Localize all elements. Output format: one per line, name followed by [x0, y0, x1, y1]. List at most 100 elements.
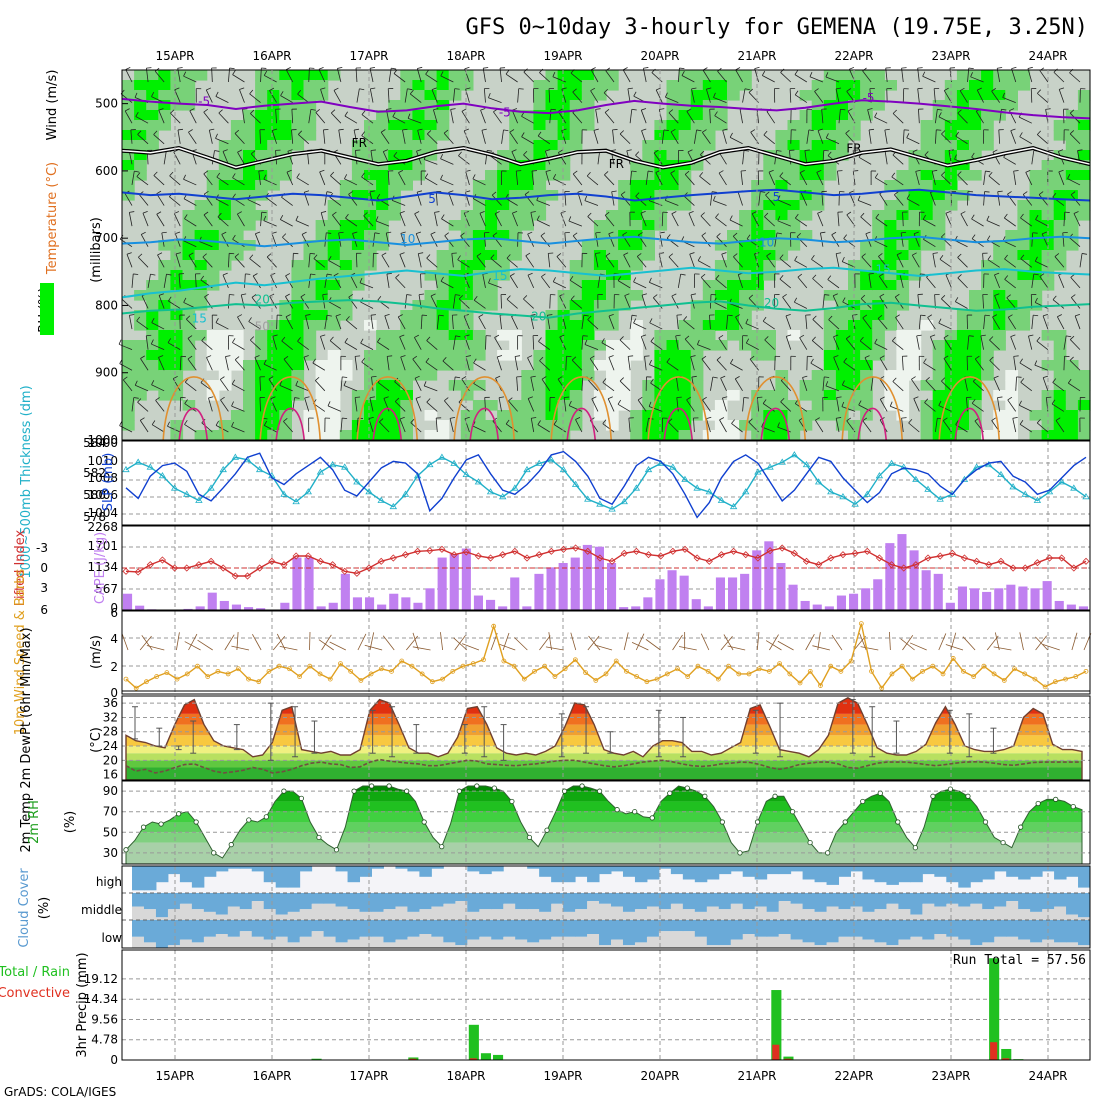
rh-cell [823, 120, 837, 131]
rh-cell [666, 110, 680, 121]
wind-barb-flag [836, 87, 842, 90]
wind-barb [862, 420, 872, 433]
wind-barb-flag [398, 170, 404, 174]
rh-cell [981, 360, 994, 371]
wind-barb-flag [697, 256, 702, 261]
rh-cell [134, 320, 147, 331]
rh-cell [666, 390, 680, 401]
wind-barb-flag [370, 87, 376, 90]
wind-barb [1004, 258, 1016, 268]
wind-barb [179, 356, 182, 371]
wind-barb-flag [913, 396, 919, 399]
rh-point [614, 807, 620, 813]
wind-barb-flag [156, 190, 162, 195]
rh-cell [206, 340, 220, 351]
rh-cell [969, 410, 982, 421]
rh-cell [848, 120, 861, 131]
wind-barb [892, 113, 904, 124]
rh-cell [158, 340, 171, 351]
rh-cell [388, 210, 401, 221]
panel-frame [121, 780, 1091, 865]
rh-cell [666, 140, 680, 151]
wind-barb [473, 383, 486, 392]
wind-barb-flag [825, 72, 829, 78]
rh-cell [630, 210, 643, 221]
wind-barb [505, 423, 518, 433]
wind-barb [1070, 277, 1081, 289]
rh-cell [654, 350, 668, 361]
cloud-cell-gap [1018, 909, 1031, 920]
thickness-line-point [426, 460, 434, 468]
wind-barb-flag [222, 149, 228, 152]
wind-barb [1037, 134, 1049, 145]
wind-speed-line-point [419, 671, 425, 677]
rh-cell [884, 390, 897, 401]
wind-barb-flag [151, 318, 155, 323]
wind-barb-flag [270, 272, 276, 276]
surface-wind-barb [539, 635, 551, 651]
rh-cell [872, 210, 885, 221]
rh-cell [763, 400, 776, 411]
rh-cell [351, 390, 365, 401]
wind-barb-flag [354, 128, 360, 131]
isotherm-line [121, 235, 1091, 248]
cloud-cell [527, 866, 540, 869]
wind-barb-flag [322, 293, 328, 296]
rh-cell [412, 70, 426, 81]
wind-barb [739, 109, 743, 124]
rh-cell [630, 230, 643, 241]
rh-cell [896, 250, 910, 261]
rh-cell [364, 360, 377, 371]
wind-barb-flag [304, 396, 310, 399]
rh-cell [1065, 200, 1079, 211]
rh-cell [1077, 180, 1091, 191]
rh-cell [1053, 250, 1067, 261]
rh-cell [956, 110, 970, 121]
rh-cell [218, 140, 232, 151]
wind-barb [874, 240, 888, 248]
wind-barb [387, 170, 390, 185]
wind-barb [832, 295, 840, 309]
rh-cell [255, 360, 268, 371]
rh-cell [388, 400, 401, 411]
wind-barb-flag [722, 396, 728, 399]
rh-cell [436, 300, 450, 311]
rh-cell [593, 390, 607, 401]
rh-cell [315, 420, 329, 431]
lifted-index-line-point [693, 554, 701, 562]
rh-cell [376, 370, 389, 381]
date-tick-label: 16APR [252, 49, 291, 63]
wind-barb [483, 232, 486, 247]
wind-barb [640, 336, 647, 350]
wind-barb-flag [997, 396, 1003, 398]
wind-barb [955, 135, 968, 145]
cloud-cell [323, 920, 337, 937]
rh-cell [327, 360, 341, 371]
rh-cell [291, 120, 305, 131]
wind-barb-flag [294, 397, 300, 399]
wind-barb-flag [683, 316, 688, 321]
thickness-line-point [158, 472, 167, 479]
rh-cell [412, 320, 426, 331]
rh-cell [485, 290, 498, 301]
thickness-line-point [401, 490, 410, 497]
wind-barb-flag [142, 211, 148, 214]
rh-cell [848, 420, 861, 431]
wind-barb [717, 71, 727, 83]
rh-cell [448, 380, 462, 391]
rh-cell [472, 200, 486, 211]
rh-cell [327, 350, 341, 361]
wind-barb [938, 116, 952, 124]
wind-barb-flag [283, 417, 288, 422]
rh-cell [243, 410, 256, 421]
surface-wind-barb [727, 645, 746, 651]
wind-barb-flag [1070, 335, 1075, 340]
rh-point [632, 809, 638, 815]
wind-barb-flag [859, 336, 864, 342]
rh-cell [775, 420, 789, 431]
isotherm-label: FR [609, 157, 624, 171]
rh-cell [884, 200, 897, 211]
wind-barb-flag [777, 195, 781, 201]
cloud-cell-gap [658, 931, 672, 948]
isotherm-label: -5 [198, 94, 210, 108]
